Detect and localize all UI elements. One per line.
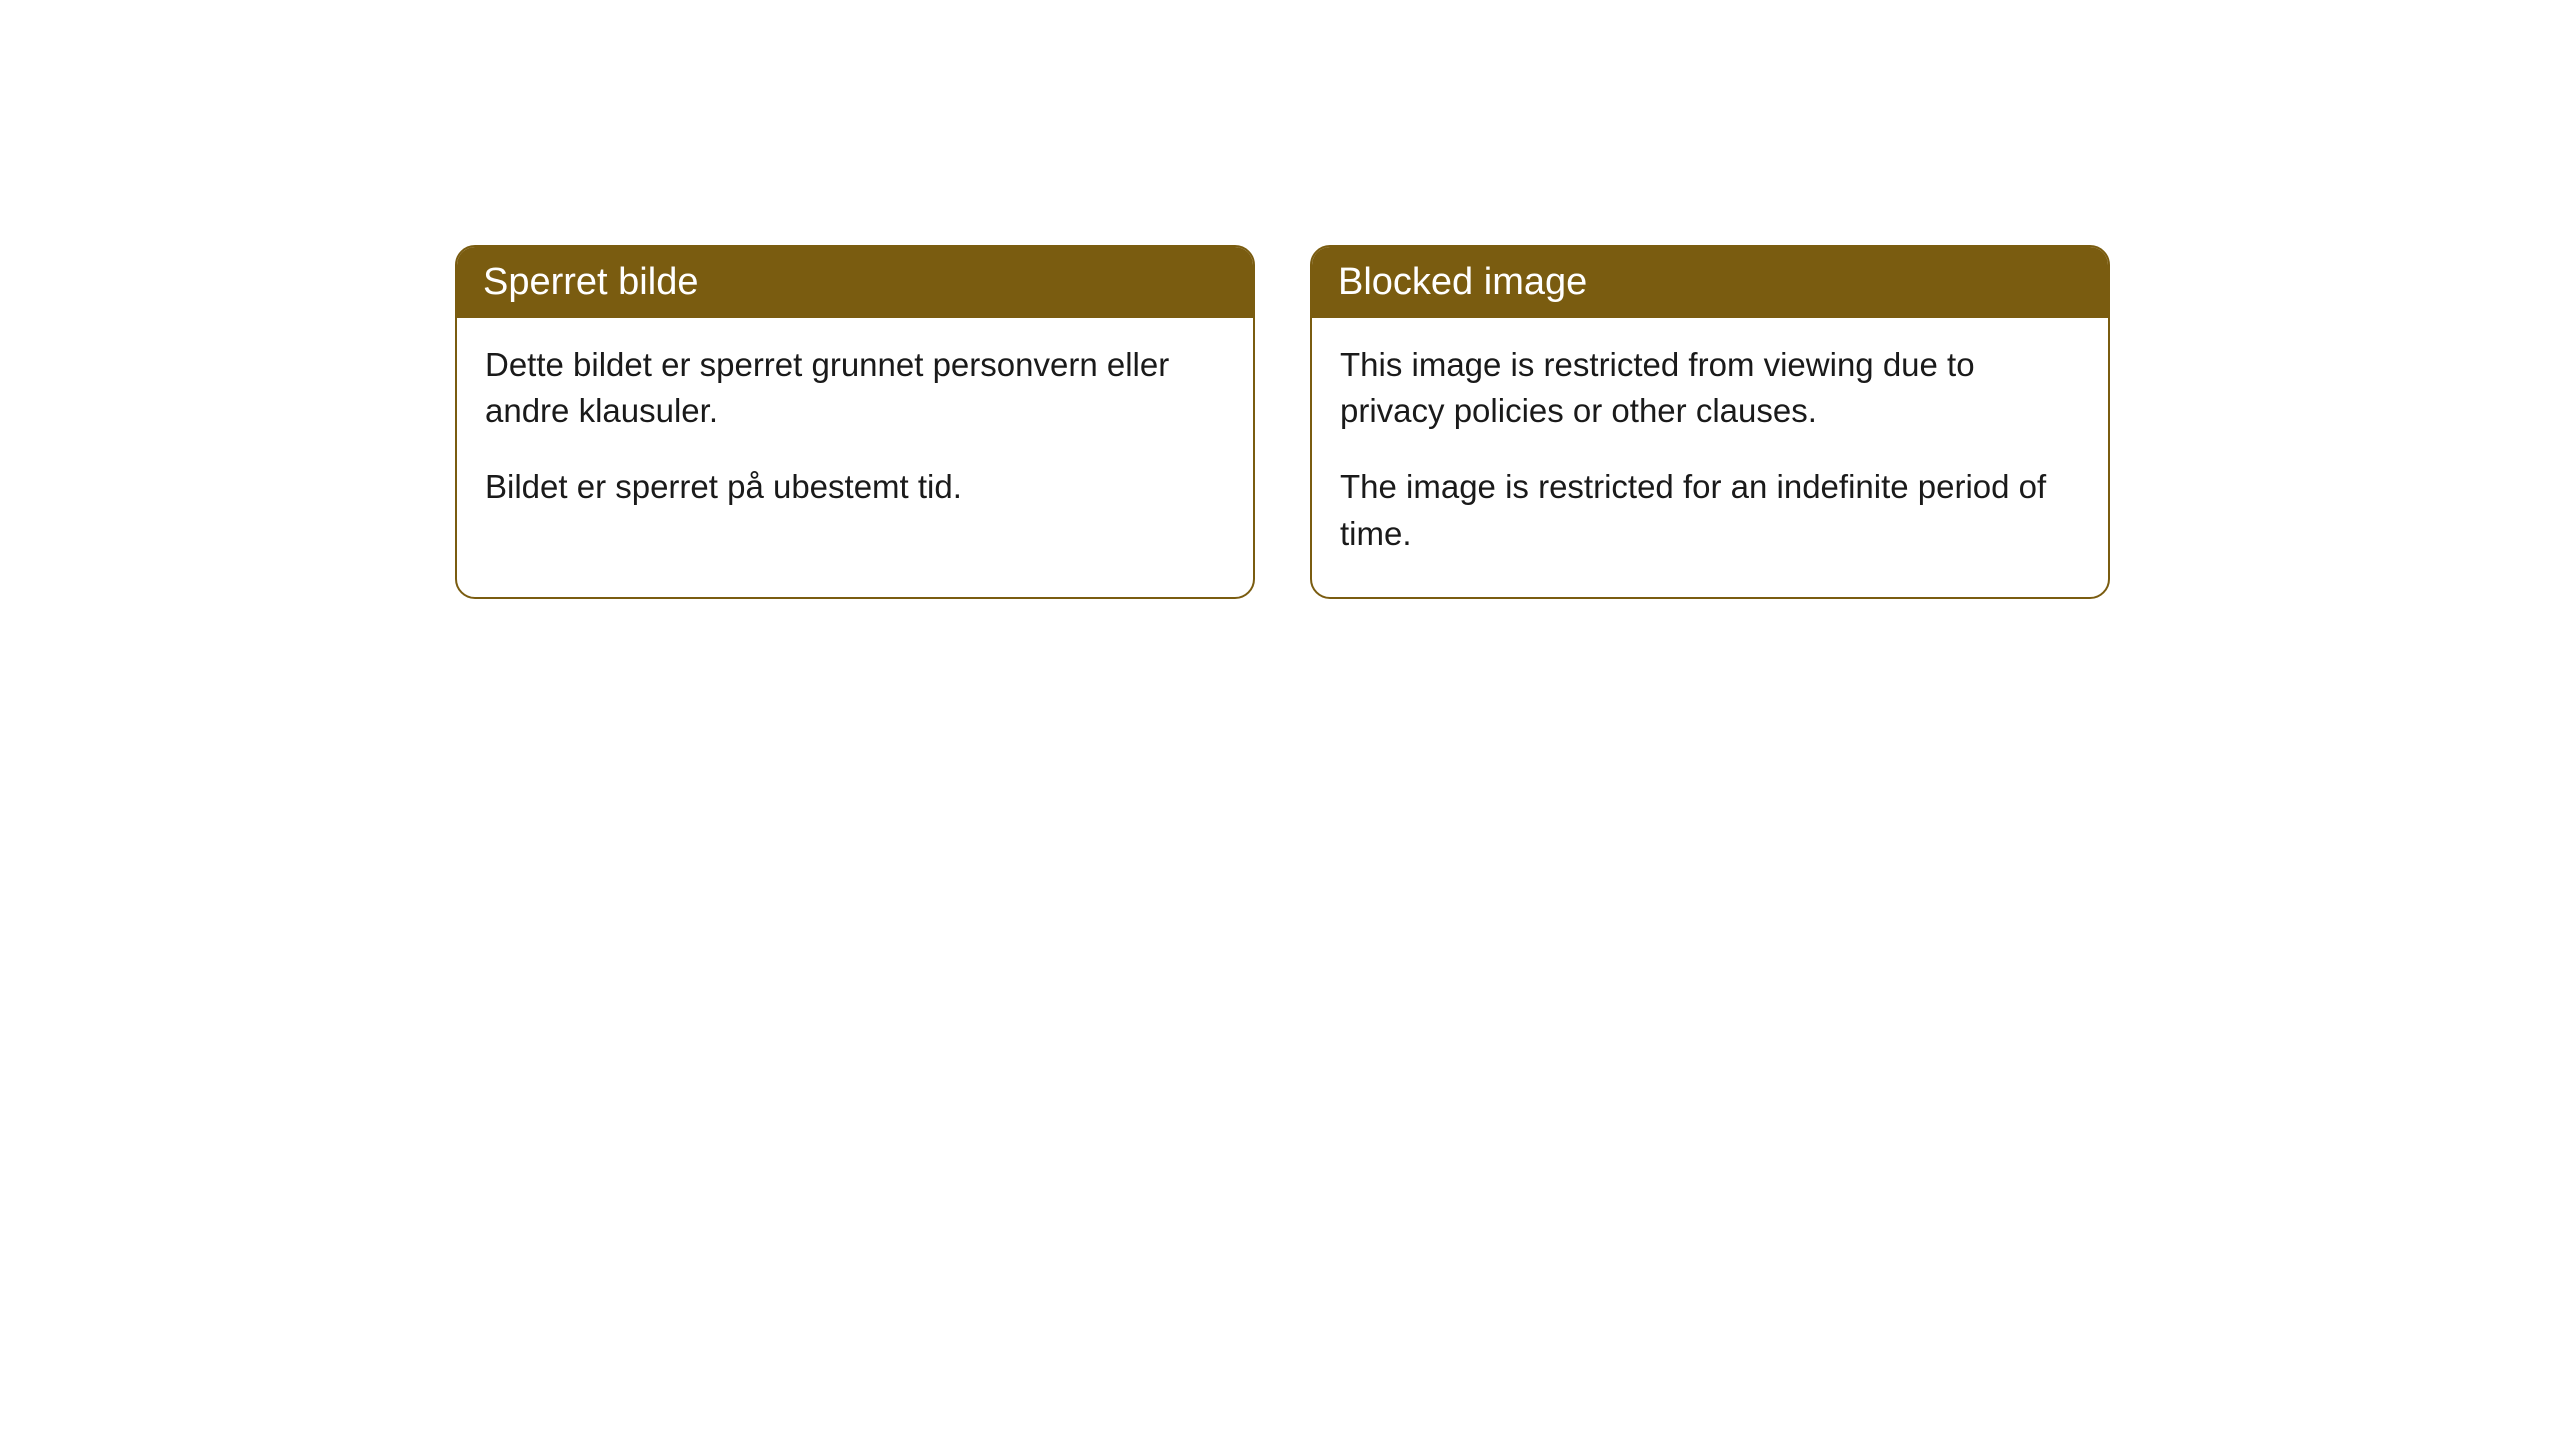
card-title: Sperret bilde bbox=[483, 261, 698, 303]
card-paragraph: The image is restricted for an indefinit… bbox=[1340, 464, 2080, 556]
notice-container: Sperret bilde Dette bildet er sperret gr… bbox=[455, 245, 2110, 599]
card-paragraph: Dette bildet er sperret grunnet personve… bbox=[485, 342, 1225, 434]
notice-card-english: Blocked image This image is restricted f… bbox=[1310, 245, 2110, 599]
card-header: Sperret bilde bbox=[457, 247, 1253, 318]
card-body: Dette bildet er sperret grunnet personve… bbox=[457, 318, 1253, 551]
card-title: Blocked image bbox=[1338, 261, 1587, 303]
card-header: Blocked image bbox=[1312, 247, 2108, 318]
card-paragraph: Bildet er sperret på ubestemt tid. bbox=[485, 464, 1225, 510]
card-paragraph: This image is restricted from viewing du… bbox=[1340, 342, 2080, 434]
notice-card-norwegian: Sperret bilde Dette bildet er sperret gr… bbox=[455, 245, 1255, 599]
card-body: This image is restricted from viewing du… bbox=[1312, 318, 2108, 597]
